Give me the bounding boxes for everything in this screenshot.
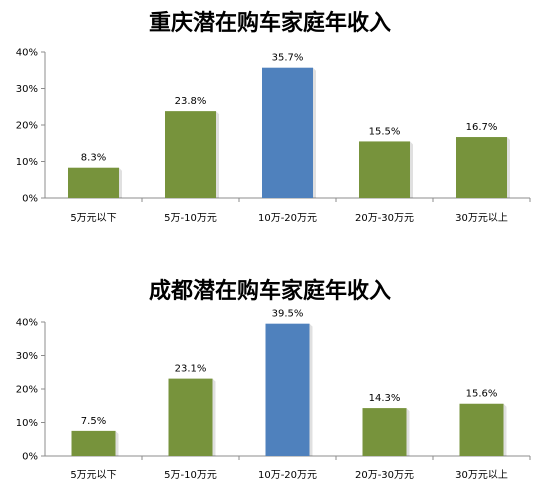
data-label: 16.7% — [466, 122, 498, 133]
data-label: 23.8% — [175, 96, 207, 107]
bar — [362, 408, 407, 456]
bar-shadow — [503, 403, 507, 456]
bar-shadow — [309, 323, 313, 456]
bar-shadow — [119, 167, 122, 198]
x-tick-label: 30万元以上 — [455, 212, 508, 224]
chart-axes: 0% 10% 20% 30% 40% 5万元以下 5万-10万元 10万-20万元 20万-30… — [16, 48, 531, 224]
y-tick-label: 0% — [22, 194, 38, 205]
y-tick-label: 20% — [16, 121, 38, 132]
bar — [265, 323, 310, 456]
y-tick-label: 40% — [16, 48, 38, 59]
x-tick-label: 10万-20万元 — [258, 470, 317, 481]
data-label: 15.6% — [466, 389, 498, 400]
y-tick-label: 0% — [22, 452, 38, 463]
y-tick-label: 30% — [16, 351, 38, 362]
bar — [168, 378, 213, 456]
x-tick-label: 10万-20万元 — [258, 213, 317, 224]
data-label: 15.5% — [369, 126, 401, 137]
bar — [68, 167, 119, 198]
bar — [71, 430, 116, 456]
x-tick-label: 5万元以下 — [70, 213, 116, 224]
data-label: 14.3% — [369, 393, 401, 404]
bar — [359, 141, 410, 198]
bar — [262, 67, 313, 198]
data-label: 8.3% — [81, 153, 106, 164]
x-tick-label: 5万元以下 — [70, 470, 116, 481]
y-tick-label: 10% — [16, 157, 38, 168]
bar — [165, 111, 216, 198]
y-tick-label: 40% — [16, 318, 38, 329]
bar-shadow — [313, 67, 316, 198]
x-tick-label: 30万元以上 — [455, 469, 508, 481]
x-tick-label: 5万-10万元 — [164, 470, 217, 481]
data-label: 23.1% — [175, 364, 207, 375]
chart-bars: 7.5% 23.1% 39.5% 14.3% 15.6% — [71, 309, 507, 456]
chart-bars: 8.3% 23.8% 35.7% 15.5% 16.7% — [68, 53, 510, 198]
data-label: 39.5% — [272, 309, 304, 320]
bar — [456, 137, 507, 198]
y-tick-label: 30% — [16, 84, 38, 95]
bar-shadow — [216, 111, 219, 198]
x-tick-label: 20万-30万元 — [355, 470, 414, 481]
data-label: 7.5% — [81, 416, 106, 427]
chart-title: 重庆潜在购车家庭年收入 — [149, 10, 391, 36]
x-tick-label: 20万-30万元 — [355, 213, 414, 224]
y-tick-label: 20% — [16, 385, 38, 396]
bar-shadow — [212, 378, 216, 456]
bar — [459, 403, 504, 456]
chart-chongqing: 重庆潜在购车家庭年收入 0% 10% 20% 30% 40% 5万元以下 5万-10万元 10… — [16, 10, 531, 224]
data-label: 35.7% — [272, 53, 304, 64]
x-tick-label: 5万-10万元 — [164, 213, 217, 224]
bar-shadow — [115, 430, 119, 456]
bar-shadow — [410, 141, 413, 198]
bar-shadow — [507, 137, 510, 198]
y-tick-label: 10% — [16, 418, 38, 429]
chart-chengdu: 成都潜在购车家庭年收入 0% 10% 20% 30% 40% 5万元以下 5万-10万元 10… — [16, 278, 531, 481]
chart-title: 成都潜在购车家庭年收入 — [149, 278, 391, 304]
bar-shadow — [406, 408, 410, 456]
